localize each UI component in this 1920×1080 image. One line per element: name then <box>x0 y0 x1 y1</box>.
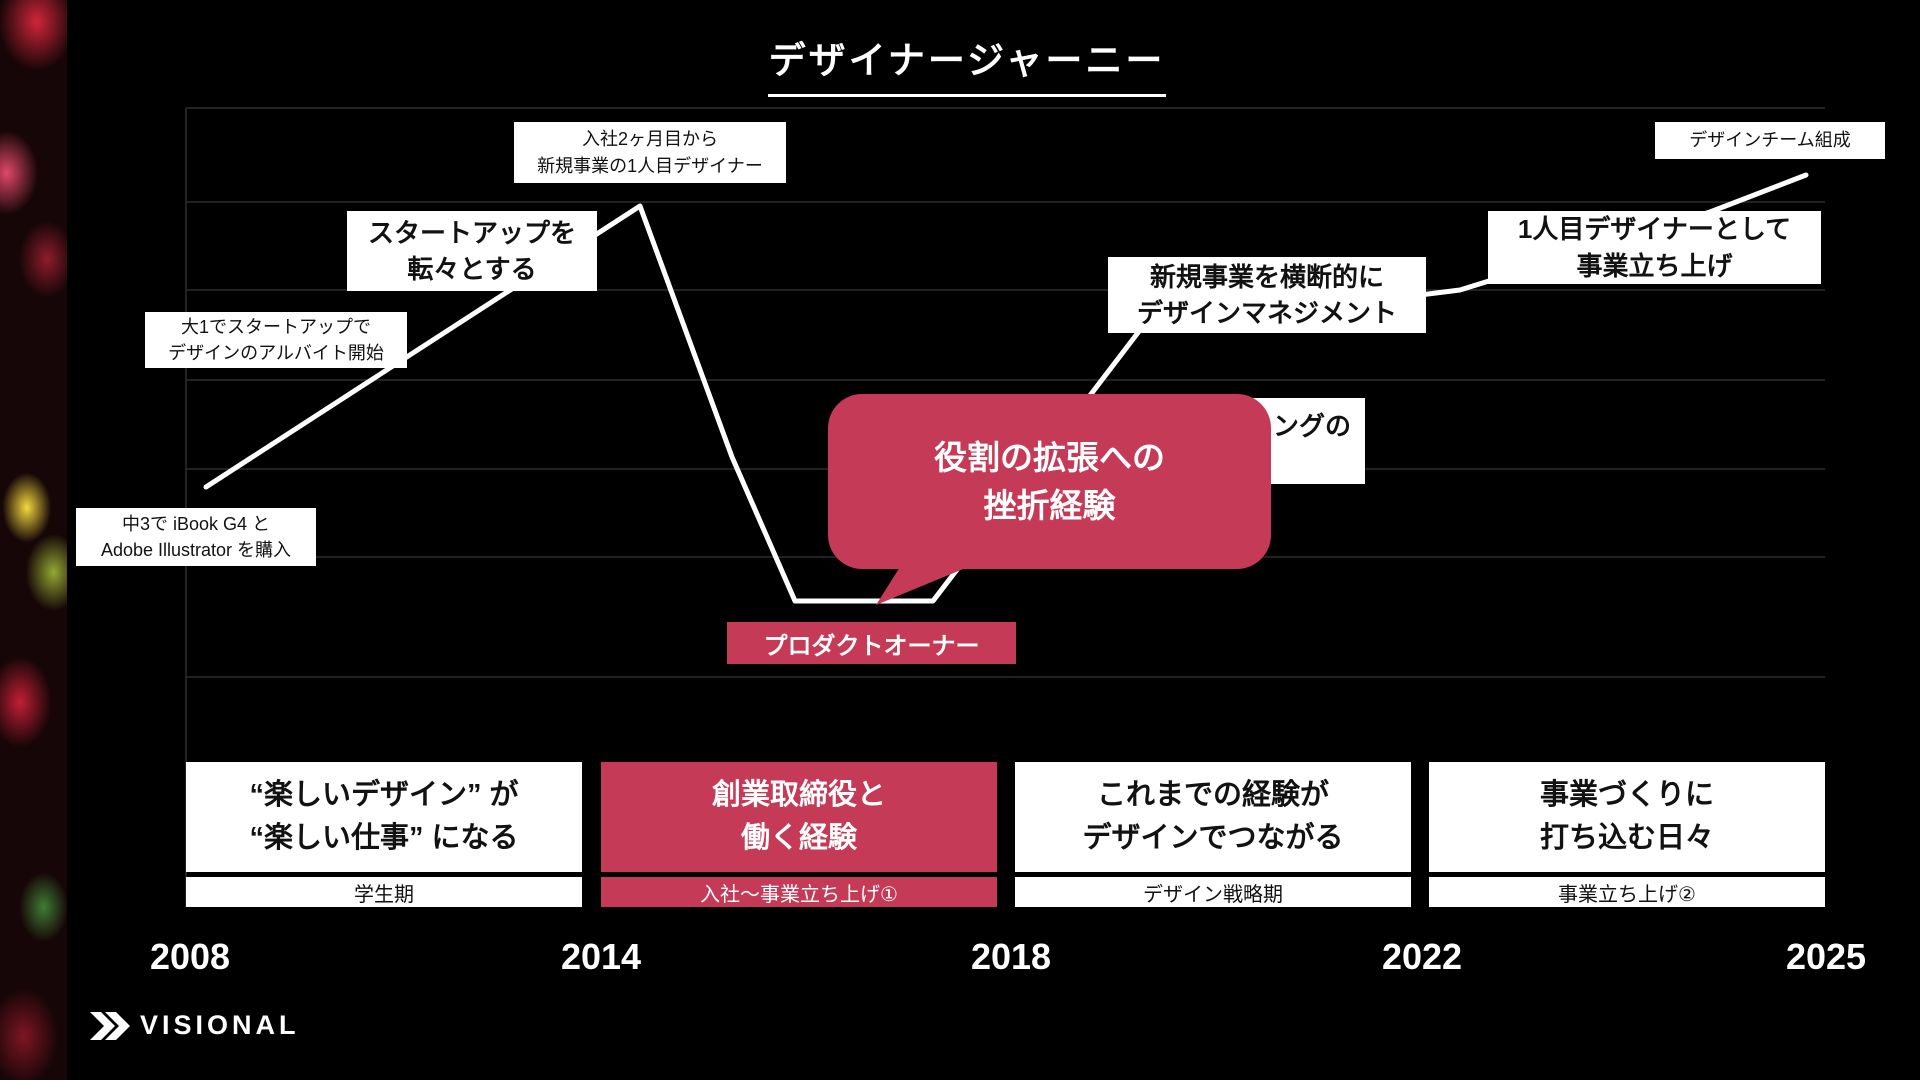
annotation-text: 大1でスタートアップで デザインのアルバイト開始 <box>168 316 384 363</box>
annotation-text: 入社2ヶ月目から 新規事業の1人目デザイナー <box>537 129 763 176</box>
year-label-2014: 2014 <box>560 936 642 977</box>
setback-speech-bubble: 役割の拡張への 挫折経験 <box>828 394 1271 605</box>
year-label-2018: 2018 <box>970 936 1052 977</box>
double-chevron-icon <box>90 1011 130 1040</box>
visional-logo-text: VISIONAL <box>140 1010 300 1040</box>
phase-period-joining: 入社〜事業立ち上げ① <box>601 877 997 907</box>
annotation-text: 中3で iBook G4 と Adobe Illustrator を購入 <box>100 513 292 560</box>
annotation-text: 1人目デザイナーとして 事業立ち上げ <box>1517 214 1792 281</box>
year-label-2022: 2022 <box>1381 936 1463 977</box>
visional-logo: VISIONAL <box>90 1010 300 1041</box>
annotation-text: ングの <box>1272 411 1351 441</box>
annotation-design-management: 新規事業を横断的に デザインマネジメント <box>1108 257 1426 333</box>
phase-box-student: “楽しいデザイン” が “楽しい仕事” になる <box>186 762 582 872</box>
title-block: デザイナージャーニー <box>768 30 1166 97</box>
product-owner-label: プロダクトオーナー <box>727 622 1016 664</box>
phase-box-joining: 創業取締役と 働く経験 <box>601 762 997 872</box>
page-title: デザイナージャーニー <box>768 40 1166 81</box>
annotation-parttime-design: 大1でスタートアップで デザインのアルバイト開始 <box>145 312 407 368</box>
year-label-2008: 2008 <box>149 936 231 977</box>
phase-period-student: 学生期 <box>186 877 582 907</box>
title-underline <box>768 94 1166 97</box>
annotation-text: 新規事業を横断的に デザインマネジメント <box>1136 261 1397 328</box>
annotation-text: スタートアップを 転々とする <box>367 217 576 284</box>
annotation-text: デザインチーム組成 <box>1689 130 1851 151</box>
phase-title: “楽しいデザイン” が “楽しい仕事” になる <box>249 778 519 855</box>
phase-box-design-strategy: これまでの経験が デザインでつながる <box>1015 762 1411 872</box>
bubble-text: 役割の拡張への 挫折経験 <box>934 438 1165 524</box>
phase-period-design-strategy: デザイン戦略期 <box>1015 877 1411 907</box>
year-label-2025: 2025 <box>1785 936 1867 977</box>
annotation-ibook-purchase: 中3で iBook G4 と Adobe Illustrator を購入 <box>76 508 316 566</box>
annotation-first-designer-new-business: 入社2ヶ月目から 新規事業の1人目デザイナー <box>514 122 786 183</box>
phase-period-business-building: 事業立ち上げ② <box>1429 877 1825 907</box>
annotation-first-designer-launch: 1人目デザイナーとして 事業立ち上げ <box>1488 211 1821 284</box>
annotation-startup-hopping: スタートアップを 転々とする <box>347 211 597 291</box>
phase-box-business-building: 事業づくりに 打ち込む日々 <box>1429 762 1825 872</box>
annotation-design-team-formation: デザインチーム組成 <box>1655 122 1885 159</box>
phase-title: 事業づくりに 打ち込む日々 <box>1539 778 1714 855</box>
phase-title: これまでの経験が デザインでつながる <box>1082 778 1344 855</box>
abstract-art-strip <box>0 0 67 1080</box>
phase-title: 創業取締役と 働く経験 <box>711 778 886 855</box>
